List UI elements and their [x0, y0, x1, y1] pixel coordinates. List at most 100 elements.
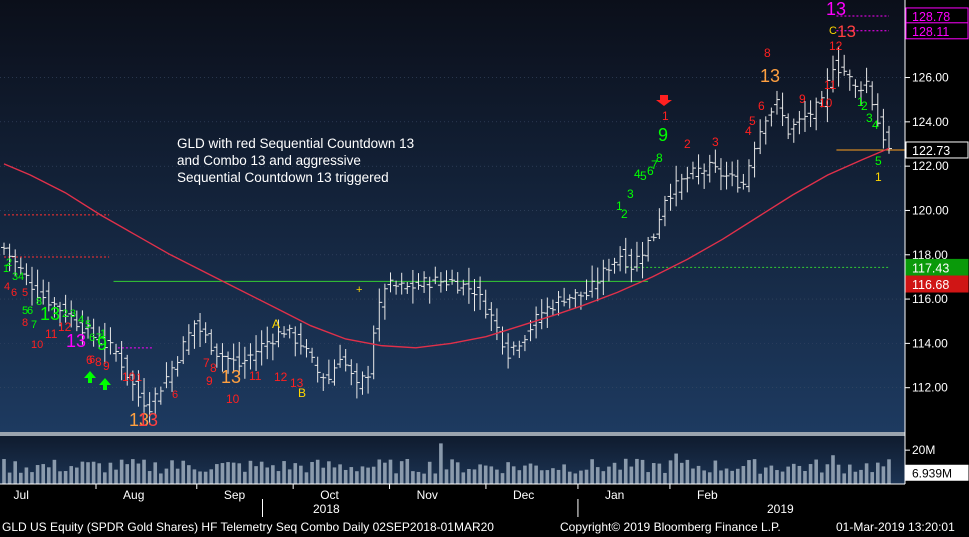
setup-label: 13 [138, 410, 158, 430]
volume-bar [58, 471, 62, 484]
volume-bar [859, 469, 863, 484]
volume-bar [97, 463, 102, 484]
setup-label: A [272, 317, 280, 331]
price-panel [0, 0, 905, 432]
setup-label: 10 [122, 370, 136, 384]
panel-divider[interactable] [0, 432, 905, 436]
volume-bar [707, 472, 712, 484]
volume-bar [321, 467, 326, 484]
setup-label: 11 [249, 369, 262, 383]
setup-label-small: 1 [136, 372, 142, 384]
volume-bar [881, 466, 886, 484]
volume-bar [702, 470, 706, 484]
y-tick-label: 120.00 [912, 203, 949, 217]
setup-label: 2 [861, 99, 868, 113]
moving-average-line [3, 147, 890, 349]
volume-bar [265, 467, 270, 484]
volume-bar [86, 462, 90, 484]
setup-label: 10 [819, 96, 833, 110]
volume-bar [556, 469, 561, 484]
setup-label: 13 [290, 376, 304, 390]
setup-label: 13 [40, 304, 60, 324]
setup-label: 6 [647, 164, 654, 178]
x-tick-label: Dec [513, 488, 534, 502]
sell-arrow [656, 95, 672, 106]
setup-label-small: 4 [78, 314, 84, 326]
price-tag [905, 141, 969, 159]
annotation-line-2: and Combo 13 and aggressive [177, 153, 361, 168]
y-tick-label: 114.00 [912, 336, 948, 350]
setup-label-small: 6 [89, 354, 95, 366]
setup-label-small: 4 [18, 271, 24, 283]
setup-label: 9 [799, 92, 806, 106]
setup-label-small: 5 [22, 287, 28, 299]
setup-label: 3 [627, 187, 634, 201]
volume-bar [657, 463, 662, 484]
volume-bar [735, 468, 740, 484]
setup-label: 11 [824, 78, 837, 92]
volume-bar [327, 461, 331, 484]
volume-bar [528, 463, 533, 484]
footer-timestamp: 01-Mar-2019 13:20:01 [836, 520, 955, 534]
setup-label-small: 8 [22, 317, 28, 329]
setup-label: 4 [872, 118, 879, 132]
volume-bar [629, 466, 634, 484]
footer-security: GLD US Equity (SPDR Gold Shares) HF Tele… [2, 520, 494, 534]
volume-bar [763, 467, 768, 484]
volume-bar [153, 462, 158, 484]
volume-bar [13, 461, 18, 484]
volume-bar [674, 453, 678, 484]
volume-bar [635, 458, 639, 484]
volume-bar [495, 469, 499, 484]
setup-label: 13 [760, 66, 780, 86]
volume-bar [63, 471, 68, 484]
volume-bar [500, 473, 505, 484]
volume-bar [623, 458, 628, 484]
volume-bar [215, 464, 219, 484]
volume-bar [310, 461, 314, 484]
volume-bar [366, 467, 370, 484]
x-axis: Jul Aug Sep Oct Nov Dec Jan Feb 2018 2019 [0, 483, 905, 517]
setup-label: 2 [621, 207, 628, 221]
volume-tick-label: 20M [912, 443, 935, 457]
setup-label: 5 [749, 114, 756, 128]
volume-bar [231, 462, 236, 484]
volume-bar [579, 470, 583, 484]
volume-bar [853, 471, 858, 484]
volume-bar [69, 466, 74, 484]
volume-bar [175, 468, 180, 484]
volume-bar [640, 459, 645, 484]
y-axis: 112.00 114.00 116.00 118.00 120.00 122.00 124.… [904, 0, 949, 484]
setup-label: 4 [634, 167, 641, 181]
setup-label-small: 2 [62, 308, 68, 320]
volume-bar [562, 464, 566, 484]
volume-bar [439, 443, 443, 484]
setup-label: 8 [764, 46, 771, 60]
x-tick-label: Jan [605, 488, 624, 502]
volume-bar [814, 459, 818, 484]
setup-label: 1 [857, 95, 864, 109]
setup-label-small: 7 [96, 332, 102, 344]
volume-bar [136, 463, 141, 484]
volume-bar [668, 460, 673, 484]
volume-bar [713, 460, 718, 484]
volume-bar [35, 465, 40, 484]
volume-bar [119, 459, 124, 484]
volume-bar [461, 472, 466, 484]
setup-label: 5 [640, 169, 647, 183]
x-tick-label: Aug [123, 488, 144, 502]
volume-bar [226, 462, 230, 484]
setup-label: 2 [684, 137, 691, 151]
volume-bar [455, 462, 460, 484]
volume-bar [332, 467, 337, 484]
y-tick-label: 118.00 [912, 248, 948, 262]
volume-bar [159, 473, 163, 484]
x-axis-panel [0, 484, 905, 517]
footer-copyright: Copyright© 2019 Bloomberg Finance L.P. [560, 520, 781, 534]
price-tag-label: 116.68 [912, 278, 949, 292]
volume-bar [467, 469, 471, 484]
volume-bar [741, 466, 746, 484]
volume-bar [383, 462, 387, 484]
volume-bar [444, 469, 449, 484]
